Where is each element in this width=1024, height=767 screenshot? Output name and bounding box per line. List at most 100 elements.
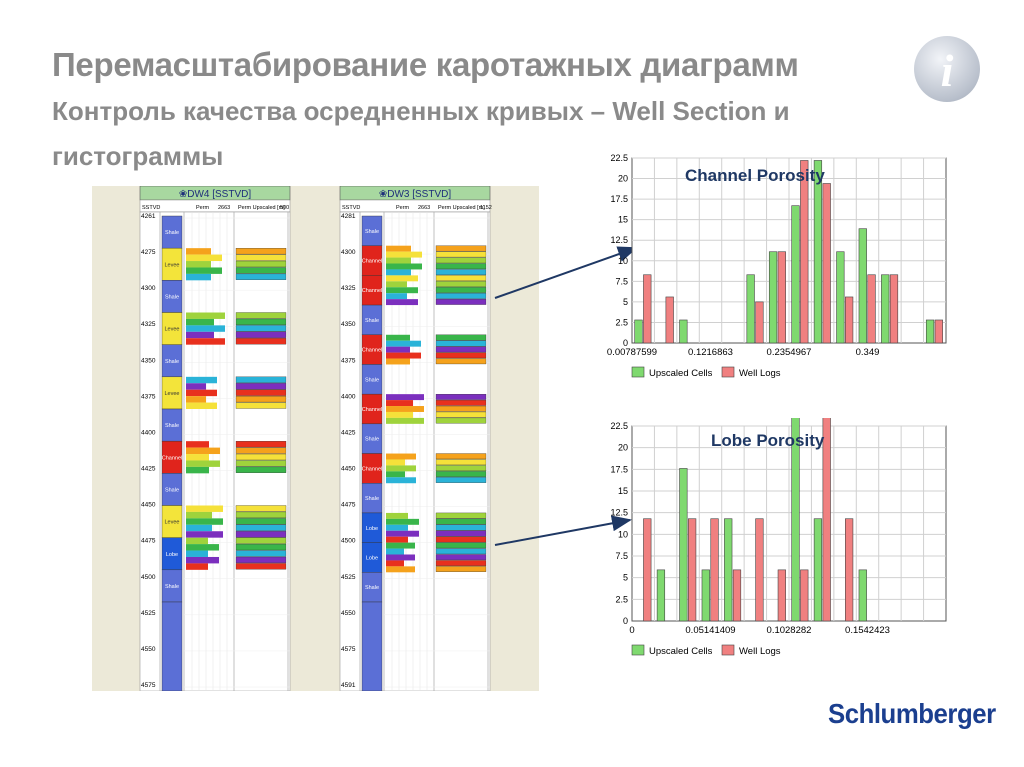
zone-label: Shale (165, 423, 179, 429)
column-label: SSTVD (142, 205, 160, 211)
depth-tick: 4575 (141, 682, 156, 689)
log-fill (386, 394, 424, 401)
upscaled-block (235, 267, 287, 274)
upscaled-block (435, 405, 487, 412)
upscaled-block (235, 550, 287, 557)
depth-tick: 4500 (341, 538, 356, 545)
depth-tick: 4425 (341, 429, 356, 436)
upscaled-block (235, 312, 287, 319)
upscaled-block (235, 338, 287, 345)
bar-upscaled (701, 569, 710, 622)
log-fill (386, 542, 415, 549)
upscaled-block (435, 394, 487, 400)
log-fill (386, 340, 421, 347)
column-label: Perm (196, 205, 210, 211)
bar-welllogs (643, 518, 652, 622)
log-fill (386, 417, 424, 424)
log-fill (386, 287, 418, 294)
bar-upscaled (881, 274, 890, 344)
zone-label: Levee (165, 262, 180, 268)
log-fill (386, 536, 408, 543)
bar-welllogs (732, 569, 742, 622)
upscaled-block (435, 453, 487, 460)
upscaled-block (235, 318, 287, 326)
upscaled-block (435, 524, 487, 531)
log-fill (186, 454, 209, 461)
log-fill (186, 254, 222, 262)
legend-label: Upscaled Cells (649, 368, 713, 379)
log-fill (386, 275, 418, 282)
log-fill (386, 560, 404, 567)
log-fill (186, 402, 217, 409)
zone-label: Levee (165, 391, 180, 397)
upscaled-block (435, 512, 487, 519)
depth-tick: 4400 (141, 429, 156, 436)
y-tick-label: 10 (618, 256, 628, 266)
upscaled-block (235, 395, 287, 403)
upscaled-block (435, 542, 487, 549)
log-fill (386, 471, 405, 478)
log-fill (386, 257, 411, 264)
log-fill (186, 531, 223, 538)
zone-label: Shale (165, 359, 179, 365)
upscaled-block (235, 441, 287, 448)
legend-label: Well Logs (739, 368, 781, 379)
y-tick-label: 17.5 (610, 194, 628, 204)
upscaled-block (235, 505, 287, 512)
schlumberger-logo: Schlumberger (828, 698, 996, 729)
log-fill (386, 477, 416, 484)
log-fill (386, 524, 408, 531)
zone-label: Levee (165, 520, 180, 526)
bar-upscaled (925, 319, 935, 344)
upscaled-block (235, 556, 287, 564)
y-tick-label: 0 (623, 338, 628, 348)
log-fill (186, 273, 211, 281)
y-tick-label: 2.5 (615, 594, 628, 604)
upscaled-block (235, 466, 287, 473)
chart-title-channel: Channel Porosity (685, 166, 825, 185)
log-fill (186, 261, 211, 268)
upscaled-block (435, 293, 487, 299)
y-tick-label: 12.5 (610, 235, 628, 245)
bar-welllogs (822, 417, 831, 622)
log-fill (386, 299, 418, 306)
x-tick-label: 0.05141409 (685, 625, 735, 636)
log-fill (386, 251, 422, 258)
log-fill (386, 548, 404, 555)
bar-upscaled (791, 205, 800, 344)
legend-swatch (721, 366, 735, 378)
log-fill (386, 530, 419, 537)
y-tick-label: 17.5 (610, 464, 628, 474)
upscaled-block (435, 471, 487, 477)
histogram-channel-porosity: 0 2.5 5 7.5 10 12.5 15 17.5 20 22.5 0.00787599 0.12… (596, 150, 950, 398)
log-fill (386, 518, 419, 525)
upscaled-block (235, 524, 287, 531)
y-tick-label: 5 (623, 297, 628, 307)
upscaled-block (235, 563, 287, 570)
log-fill (186, 505, 223, 512)
log-fill (386, 269, 411, 276)
zone-label: Levee (165, 327, 180, 333)
depth-tick: 4450 (341, 466, 356, 473)
log-fill (186, 556, 219, 564)
depth-tick: 4300 (341, 249, 356, 256)
upscaled-block (235, 511, 287, 519)
upscaled-block (435, 560, 487, 567)
x-tick-label: 0.00787599 (607, 347, 657, 358)
depth-tick: 4375 (141, 393, 156, 400)
legend-label: Well Logs (739, 646, 781, 657)
zone-label: Channel (362, 259, 383, 265)
zone-label: Shale (365, 377, 379, 383)
bar-upscaled (836, 251, 845, 344)
well-section-panel: ❀DW4 [SSTVD] SSTVD Perm 2663 Perm Upscaled [… (92, 185, 539, 692)
bar-upscaled (768, 251, 778, 344)
x-tick-label: 0.1542423 (845, 625, 890, 636)
upscaled-block (435, 518, 487, 525)
log-fill (386, 281, 407, 288)
info-icon: i (914, 36, 980, 102)
bar-welllogs (665, 296, 674, 344)
bar-upscaled (813, 160, 823, 344)
zone-label: Shale (365, 318, 379, 324)
depth-tick: 4300 (141, 285, 156, 292)
well-header-label: ❀DW3 [SSTVD] (379, 189, 451, 200)
